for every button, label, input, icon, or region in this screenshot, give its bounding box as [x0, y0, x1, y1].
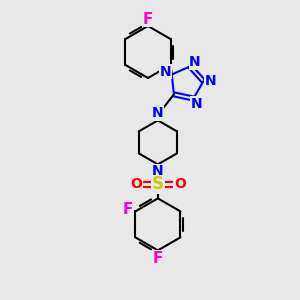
Text: N: N — [189, 56, 201, 69]
Text: N: N — [152, 106, 164, 120]
Text: S: S — [152, 176, 164, 194]
Text: F: F — [143, 11, 153, 26]
Text: F: F — [153, 251, 163, 266]
Text: N: N — [205, 74, 216, 88]
Text: O: O — [130, 177, 142, 191]
Text: N: N — [190, 97, 202, 110]
Text: N: N — [160, 64, 172, 79]
Text: N: N — [152, 164, 164, 178]
Text: F: F — [122, 202, 133, 217]
Text: O: O — [174, 177, 186, 191]
